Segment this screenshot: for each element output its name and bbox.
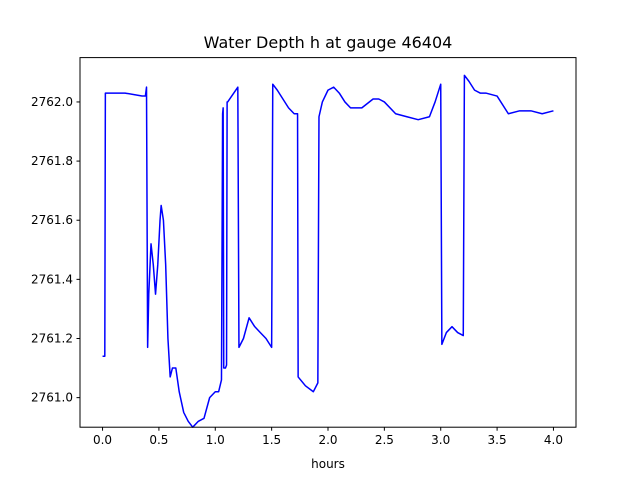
y-tick-label: 2761.8 (31, 154, 73, 168)
x-tick-label: 1.0 (206, 433, 225, 447)
x-tick-label: 3.0 (431, 433, 450, 447)
x-tick-label: 2.0 (318, 433, 337, 447)
plot-area (102, 74, 554, 428)
x-tick-label: 4.0 (544, 433, 563, 447)
x-tick-label: 0.5 (149, 433, 168, 447)
x-axis: 0.0 0.5 1.0 1.5 2.0 2.5 3.0 3.5 4.0 (93, 427, 563, 447)
x-tick-label: 0.0 (93, 433, 112, 447)
y-tick-label: 2761.6 (31, 213, 73, 227)
y-tick-label: 2761.4 (31, 272, 73, 286)
y-tick-label: 2762.0 (31, 95, 73, 109)
chart-title: Water Depth h at gauge 46404 (204, 33, 453, 52)
x-axis-label: hours (311, 457, 345, 471)
y-tick-label: 2761.0 (31, 391, 73, 405)
x-tick-label: 2.5 (375, 433, 394, 447)
y-axis: 2761.0 2761.2 2761.4 2761.6 2761.8 2762.0 (31, 95, 80, 405)
plot-frame (79, 57, 577, 428)
series-line-0 (102, 74, 554, 428)
y-tick-label: 2761.2 (31, 331, 73, 345)
x-tick-label: 3.5 (488, 433, 507, 447)
x-tick-label: 1.5 (262, 433, 281, 447)
